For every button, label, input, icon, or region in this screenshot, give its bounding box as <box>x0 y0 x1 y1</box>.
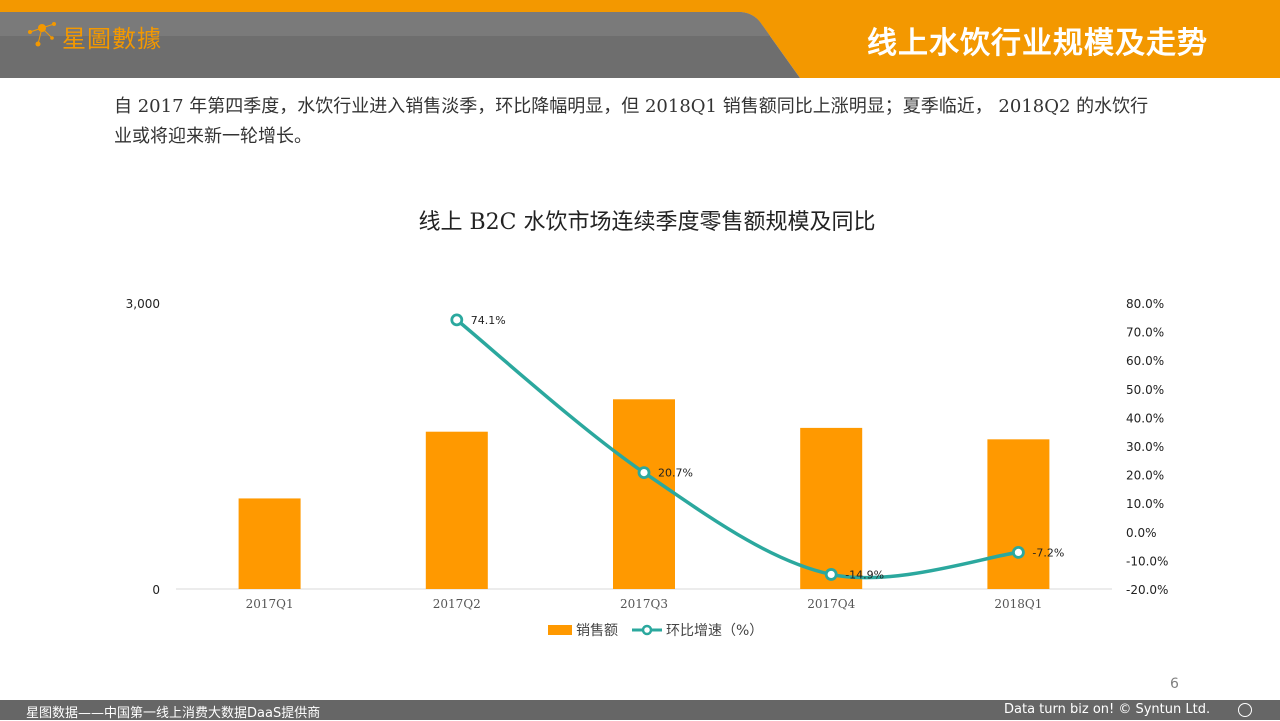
right-axis-tick-label: 50.0% <box>1126 383 1164 397</box>
growth-rate-data-label: -14.9% <box>845 568 884 581</box>
intro-paragraph: 自 2017 年第四季度，水饮行业进入销售淡季，环比降幅明显，但 2018Q1 … <box>114 96 1149 147</box>
sales-bar <box>425 431 488 589</box>
category-tick-label: 2017Q4 <box>807 597 855 611</box>
right-axis-tick-label: 70.0% <box>1126 326 1164 340</box>
left-axis-tick-label: 0 <box>152 583 160 597</box>
right-axis-tick-label: 0.0% <box>1126 526 1157 540</box>
category-tick-label: 2017Q2 <box>433 597 481 611</box>
footer-bar: 星图数据——中国第一线上消费大数据DaaS提供商 Data turn biz o… <box>0 700 1280 721</box>
right-axis-tick-label: 40.0% <box>1126 411 1164 425</box>
category-tick-label: 2017Q3 <box>620 597 668 611</box>
right-axis-tick-label: 60.0% <box>1126 354 1164 368</box>
sales-bar <box>613 399 675 589</box>
right-axis-tick-label: -10.0% <box>1126 554 1168 568</box>
footer-circle-icon <box>1238 703 1252 717</box>
constellation-icon <box>28 22 56 47</box>
right-axis-tick-label: -20.0% <box>1126 583 1168 597</box>
growth-rate-point <box>450 313 464 327</box>
sales-bar <box>987 439 1050 589</box>
footer-copyright: Data turn biz on! © Syntun Ltd. <box>1004 702 1211 717</box>
chart-title: 线上 B2C 水饮市场连续季度零售额规模及同比 <box>418 210 876 235</box>
right-axis-tick-label: 10.0% <box>1126 497 1164 511</box>
sales-bar <box>800 427 863 589</box>
growth-rate-data-label: -7.2% <box>1032 546 1064 559</box>
growth-rate-point <box>824 568 838 581</box>
logo-text: 星圖數據 <box>62 24 162 53</box>
sales-chart: 0 3,000 80.0% 70.0% 60.0% 50.0% 40.0% 30.0% 20.0… <box>126 297 1169 611</box>
left-axis-tick-label: 3,000 <box>126 297 160 311</box>
right-axis-tick-label: 30.0% <box>1126 440 1164 454</box>
sales-bar <box>238 498 301 589</box>
page-number: 6 <box>1170 676 1179 692</box>
header-band <box>0 0 1280 78</box>
growth-rate-data-label: 74.1% <box>471 314 506 327</box>
right-axis-tick-label: 20.0% <box>1126 469 1164 483</box>
legend-item-sales: 销售额 <box>548 620 618 640</box>
legend-label-growth: 环比增速（%） <box>666 623 764 639</box>
right-axis-tick-label: 80.0% <box>1126 297 1164 311</box>
legend-label-sales: 销售额 <box>576 623 618 639</box>
footer-tagline: 星图数据——中国第一线上消费大数据DaaS提供商 <box>26 706 321 721</box>
legend-item-growth: 环比增速（%） <box>632 620 763 640</box>
category-tick-label: 2018Q1 <box>994 597 1042 611</box>
category-tick-label: 2017Q1 <box>246 597 294 611</box>
chart-legend: 销售额 环比增速（%） <box>548 620 777 640</box>
growth-rate-point <box>637 466 651 479</box>
growth-rate-line <box>455 318 1019 580</box>
growth-rate-point <box>1012 545 1025 559</box>
legend-bar-swatch <box>548 625 572 635</box>
brand-logo: 星圖數據 <box>24 14 162 58</box>
growth-rate-data-label: 20.7% <box>658 467 693 480</box>
legend-line-swatch <box>632 624 662 636</box>
page-title: 线上水饮行业规模及走势 <box>867 26 1208 61</box>
